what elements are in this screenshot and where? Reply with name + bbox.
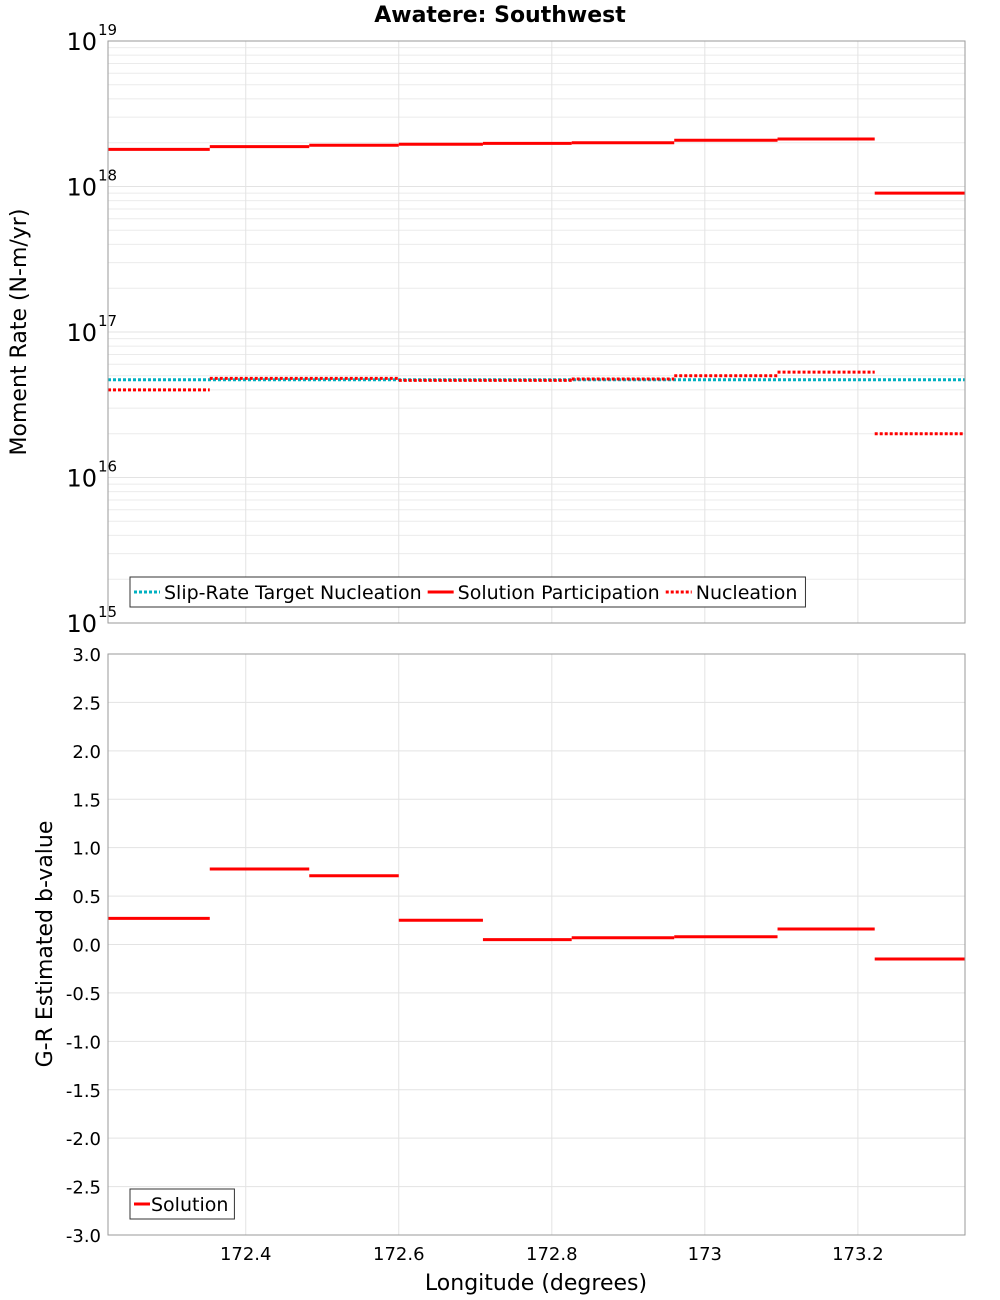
y-tick-label: 2.0 — [72, 742, 101, 763]
y-tick-label: -0.5 — [66, 984, 101, 1005]
y-tick-label: 10 — [66, 28, 97, 56]
y-tick-label: 10 — [66, 465, 97, 493]
x-tick-label: 173 — [688, 1244, 722, 1265]
y-tick-label: 3.0 — [72, 645, 101, 666]
b-value-frame — [107, 653, 966, 1236]
y-tick-exponent: 19 — [98, 21, 117, 39]
legend-label: Solution — [151, 1194, 228, 1216]
b-value-y-axis-label: G-R Estimated b-value — [33, 821, 58, 1068]
y-tick-label: 10 — [66, 319, 97, 347]
y-tick-label: -3.0 — [66, 1226, 101, 1247]
y-tick-exponent: 16 — [98, 458, 117, 476]
y-tick-exponent: 18 — [98, 167, 117, 185]
b-value-y-ticks: 3.0 2.5 2.0 1.5 1.0 0.5 0.0 -0.5 -1.0 -1.5 -2.0 -2.… — [66, 645, 101, 1247]
legend-label: Slip-Rate Target Nucleation — [164, 582, 422, 604]
b-value-panel: 3.0 2.5 2.0 1.5 1.0 0.5 0.0 -0.5 -1.0 -1.5 -2.0 -2.… — [33, 645, 966, 1296]
b-value-legend: Solution — [129, 1188, 235, 1220]
y-tick-label: 1.0 — [72, 839, 101, 860]
chart-title: Awatere: Southwest — [374, 3, 626, 28]
moment-rate-grid — [108, 40, 965, 624]
moment-rate-frame — [107, 40, 966, 624]
x-axis-label: Longitude (degrees) — [425, 1271, 647, 1296]
y-tick-label: 10 — [66, 174, 97, 202]
y-tick-exponent: 15 — [98, 603, 117, 621]
y-tick-label: -1.0 — [66, 1032, 101, 1053]
legend-label: Nucleation — [696, 582, 798, 604]
y-tick-label: 10 — [66, 610, 97, 638]
x-tick-label: 173.2 — [832, 1244, 884, 1265]
y-tick-label: -2.0 — [66, 1129, 101, 1150]
y-tick-label: -1.5 — [66, 1081, 101, 1102]
longitude-x-ticks: 172.4 172.6 172.8 173 173.2 — [220, 1244, 884, 1265]
legend-box — [129, 576, 806, 608]
y-tick-label: 2.5 — [72, 693, 101, 714]
y-tick-exponent: 17 — [98, 312, 117, 330]
y-tick-label: -2.5 — [66, 1178, 101, 1199]
y-tick-label: 0.0 — [72, 936, 101, 957]
moment-rate-legend: Slip-Rate Target Nucleation Solution Part… — [129, 576, 806, 608]
moment-rate-y-axis-label: Moment Rate (N-m/yr) — [7, 209, 32, 456]
moment-rate-series — [108, 137, 965, 436]
b-value-series — [108, 867, 965, 961]
y-tick-label: 0.5 — [72, 887, 101, 908]
x-tick-label: 172.4 — [220, 1244, 272, 1265]
legend-label: Solution Participation — [458, 582, 660, 604]
x-tick-label: 172.8 — [526, 1244, 578, 1265]
y-tick-label: 1.5 — [72, 790, 101, 811]
x-tick-label: 172.6 — [373, 1244, 425, 1265]
